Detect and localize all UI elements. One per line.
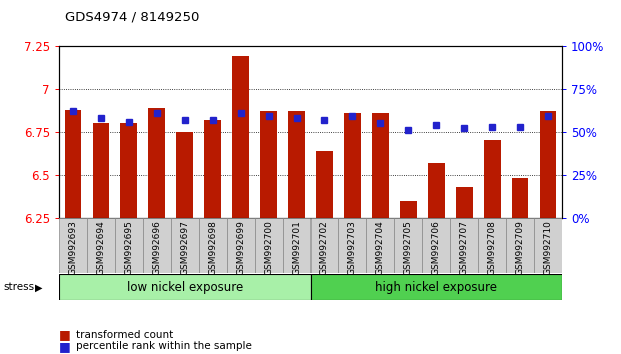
Bar: [59, 274, 310, 300]
Text: GSM992701: GSM992701: [292, 221, 301, 275]
Bar: [227, 218, 255, 273]
Bar: [394, 218, 422, 273]
Bar: [422, 218, 450, 273]
Text: GSM992707: GSM992707: [460, 221, 469, 275]
Bar: [534, 218, 562, 273]
Text: percentile rank within the sample: percentile rank within the sample: [76, 341, 252, 351]
Text: GSM992704: GSM992704: [376, 221, 385, 275]
Bar: [288, 111, 305, 218]
Bar: [338, 218, 366, 273]
Bar: [506, 218, 534, 273]
Bar: [400, 201, 417, 218]
Text: GSM992709: GSM992709: [515, 221, 525, 275]
Text: ▶: ▶: [35, 282, 43, 292]
Text: GSM992699: GSM992699: [236, 221, 245, 275]
Text: GSM992705: GSM992705: [404, 221, 413, 275]
Bar: [199, 218, 227, 273]
Bar: [456, 187, 473, 218]
Bar: [260, 111, 277, 218]
Text: GSM992706: GSM992706: [432, 221, 441, 275]
Bar: [171, 218, 199, 273]
Text: GSM992710: GSM992710: [543, 221, 553, 275]
Text: GSM992702: GSM992702: [320, 221, 329, 275]
Bar: [310, 274, 562, 300]
Bar: [366, 218, 394, 273]
Text: GSM992700: GSM992700: [264, 221, 273, 275]
Text: transformed count: transformed count: [76, 330, 174, 339]
Bar: [65, 109, 81, 218]
Bar: [372, 113, 389, 218]
Bar: [310, 218, 338, 273]
Bar: [120, 123, 137, 218]
Bar: [176, 132, 193, 218]
Text: GSM992693: GSM992693: [68, 221, 78, 275]
Text: ■: ■: [59, 340, 71, 353]
Bar: [93, 123, 109, 218]
Bar: [450, 218, 478, 273]
Bar: [255, 218, 283, 273]
Bar: [148, 108, 165, 218]
Text: GDS4974 / 8149250: GDS4974 / 8149250: [65, 10, 199, 23]
Bar: [512, 178, 528, 218]
Text: GSM992708: GSM992708: [487, 221, 497, 275]
Bar: [115, 218, 143, 273]
Text: GSM992698: GSM992698: [208, 221, 217, 275]
Text: GSM992697: GSM992697: [180, 221, 189, 275]
Bar: [204, 120, 221, 218]
Text: ■: ■: [59, 328, 71, 341]
Bar: [344, 113, 361, 218]
Bar: [143, 218, 171, 273]
Bar: [232, 56, 249, 218]
Bar: [316, 151, 333, 218]
Text: stress: stress: [3, 282, 34, 292]
Bar: [478, 218, 506, 273]
Text: high nickel exposure: high nickel exposure: [375, 281, 497, 294]
Bar: [283, 218, 310, 273]
Bar: [484, 141, 501, 218]
Text: low nickel exposure: low nickel exposure: [127, 281, 243, 294]
Bar: [540, 111, 556, 218]
Bar: [59, 218, 87, 273]
Bar: [87, 218, 115, 273]
Bar: [428, 163, 445, 218]
Text: GSM992694: GSM992694: [96, 221, 106, 275]
Text: GSM992695: GSM992695: [124, 221, 134, 275]
Text: GSM992703: GSM992703: [348, 221, 357, 275]
Text: GSM992696: GSM992696: [152, 221, 161, 275]
